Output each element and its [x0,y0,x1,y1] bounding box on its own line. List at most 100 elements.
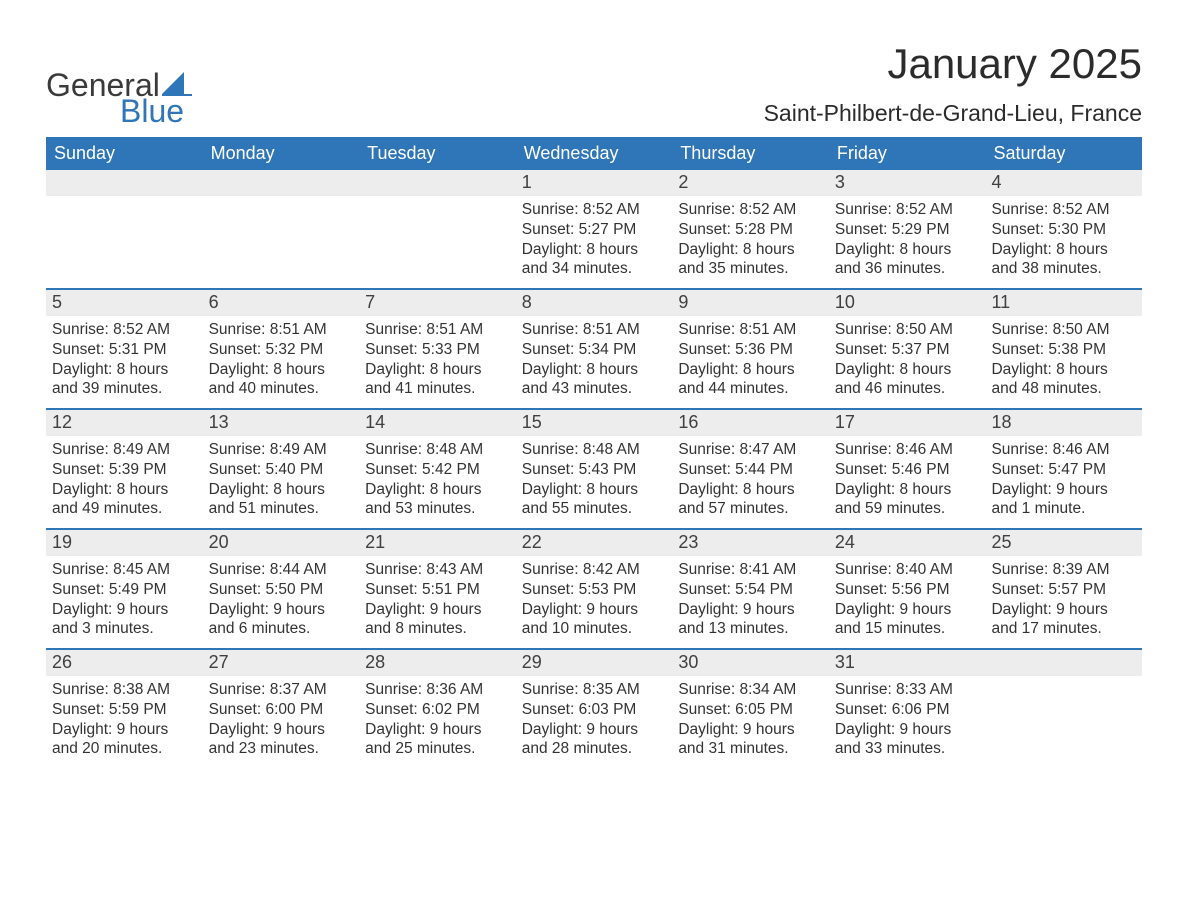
daylight-text-2: and 31 minutes. [678,739,823,759]
day-cell: 17Sunrise: 8:46 AMSunset: 5:46 PMDayligh… [829,410,986,528]
day-of-week-cell: Friday [829,137,986,170]
day-cell: 2Sunrise: 8:52 AMSunset: 5:28 PMDaylight… [672,170,829,288]
day-details: Sunrise: 8:44 AMSunset: 5:50 PMDaylight:… [203,556,360,647]
day-cell [985,650,1142,768]
daylight-text-1: Daylight: 8 hours [678,240,823,260]
day-number: 28 [359,650,516,676]
day-cell: 15Sunrise: 8:48 AMSunset: 5:43 PMDayligh… [516,410,673,528]
daylight-text-1: Daylight: 8 hours [835,240,980,260]
sunset-text: Sunset: 5:39 PM [52,460,197,480]
day-cell: 28Sunrise: 8:36 AMSunset: 6:02 PMDayligh… [359,650,516,768]
day-of-week-cell: Tuesday [359,137,516,170]
day-cell: 1Sunrise: 8:52 AMSunset: 5:27 PMDaylight… [516,170,673,288]
sunset-text: Sunset: 5:59 PM [52,700,197,720]
sunrise-text: Sunrise: 8:51 AM [678,320,823,340]
day-of-week-cell: Wednesday [516,137,673,170]
sunrise-text: Sunrise: 8:36 AM [365,680,510,700]
daylight-text-2: and 43 minutes. [522,379,667,399]
daylight-text-2: and 34 minutes. [522,259,667,279]
daylight-text-1: Daylight: 8 hours [835,360,980,380]
day-of-week-cell: Thursday [672,137,829,170]
day-cell: 7Sunrise: 8:51 AMSunset: 5:33 PMDaylight… [359,290,516,408]
daylight-text-2: and 57 minutes. [678,499,823,519]
day-cell [203,170,360,288]
day-number: 6 [203,290,360,316]
daylight-text-1: Daylight: 9 hours [835,720,980,740]
sunrise-text: Sunrise: 8:52 AM [52,320,197,340]
day-of-week-header: SundayMondayTuesdayWednesdayThursdayFrid… [46,137,1142,170]
daylight-text-1: Daylight: 9 hours [209,600,354,620]
day-number: 10 [829,290,986,316]
day-details: Sunrise: 8:43 AMSunset: 5:51 PMDaylight:… [359,556,516,647]
daylight-text-1: Daylight: 8 hours [991,360,1136,380]
daylight-text-1: Daylight: 8 hours [365,360,510,380]
day-cell: 22Sunrise: 8:42 AMSunset: 5:53 PMDayligh… [516,530,673,648]
day-number: 19 [46,530,203,556]
daylight-text-1: Daylight: 9 hours [52,720,197,740]
sunset-text: Sunset: 5:57 PM [991,580,1136,600]
day-cell: 23Sunrise: 8:41 AMSunset: 5:54 PMDayligh… [672,530,829,648]
sunrise-text: Sunrise: 8:51 AM [365,320,510,340]
day-details: Sunrise: 8:52 AMSunset: 5:28 PMDaylight:… [672,196,829,287]
daylight-text-1: Daylight: 8 hours [991,240,1136,260]
day-number: 26 [46,650,203,676]
daylight-text-2: and 39 minutes. [52,379,197,399]
day-number: 1 [516,170,673,196]
day-number: 24 [829,530,986,556]
sunrise-text: Sunrise: 8:51 AM [209,320,354,340]
day-details: Sunrise: 8:49 AMSunset: 5:40 PMDaylight:… [203,436,360,527]
day-cell: 3Sunrise: 8:52 AMSunset: 5:29 PMDaylight… [829,170,986,288]
day-number: 16 [672,410,829,436]
day-details: Sunrise: 8:51 AMSunset: 5:34 PMDaylight:… [516,316,673,407]
sunset-text: Sunset: 5:36 PM [678,340,823,360]
day-details: Sunrise: 8:48 AMSunset: 5:42 PMDaylight:… [359,436,516,527]
calendar: SundayMondayTuesdayWednesdayThursdayFrid… [46,137,1142,768]
daylight-text-2: and 46 minutes. [835,379,980,399]
day-cell: 13Sunrise: 8:49 AMSunset: 5:40 PMDayligh… [203,410,360,528]
day-cell: 21Sunrise: 8:43 AMSunset: 5:51 PMDayligh… [359,530,516,648]
sunrise-text: Sunrise: 8:39 AM [991,560,1136,580]
sunset-text: Sunset: 6:03 PM [522,700,667,720]
sunset-text: Sunset: 6:00 PM [209,700,354,720]
day-details: Sunrise: 8:49 AMSunset: 5:39 PMDaylight:… [46,436,203,527]
day-details: Sunrise: 8:52 AMSunset: 5:29 PMDaylight:… [829,196,986,287]
daylight-text-2: and 10 minutes. [522,619,667,639]
day-number: 8 [516,290,673,316]
day-cell: 31Sunrise: 8:33 AMSunset: 6:06 PMDayligh… [829,650,986,768]
day-number: 31 [829,650,986,676]
sunset-text: Sunset: 5:31 PM [52,340,197,360]
day-number: 2 [672,170,829,196]
day-number: 29 [516,650,673,676]
daylight-text-1: Daylight: 9 hours [365,720,510,740]
sunset-text: Sunset: 5:50 PM [209,580,354,600]
day-cell: 25Sunrise: 8:39 AMSunset: 5:57 PMDayligh… [985,530,1142,648]
sunset-text: Sunset: 5:54 PM [678,580,823,600]
daylight-text-2: and 53 minutes. [365,499,510,519]
day-number: 18 [985,410,1142,436]
day-cell: 4Sunrise: 8:52 AMSunset: 5:30 PMDaylight… [985,170,1142,288]
sunrise-text: Sunrise: 8:37 AM [209,680,354,700]
sunset-text: Sunset: 5:43 PM [522,460,667,480]
sunrise-text: Sunrise: 8:52 AM [522,200,667,220]
logo: General Blue [46,69,192,127]
daylight-text-1: Daylight: 8 hours [522,360,667,380]
week-row: 26Sunrise: 8:38 AMSunset: 5:59 PMDayligh… [46,648,1142,768]
daylight-text-2: and 17 minutes. [991,619,1136,639]
day-details: Sunrise: 8:52 AMSunset: 5:27 PMDaylight:… [516,196,673,287]
day-details: Sunrise: 8:42 AMSunset: 5:53 PMDaylight:… [516,556,673,647]
daylight-text-2: and 15 minutes. [835,619,980,639]
day-cell: 18Sunrise: 8:46 AMSunset: 5:47 PMDayligh… [985,410,1142,528]
empty-day-bar [46,170,203,196]
daylight-text-2: and 36 minutes. [835,259,980,279]
daylight-text-1: Daylight: 8 hours [678,360,823,380]
daylight-text-2: and 20 minutes. [52,739,197,759]
sunrise-text: Sunrise: 8:52 AM [835,200,980,220]
daylight-text-2: and 1 minute. [991,499,1136,519]
sunset-text: Sunset: 5:38 PM [991,340,1136,360]
day-cell: 26Sunrise: 8:38 AMSunset: 5:59 PMDayligh… [46,650,203,768]
day-cell: 24Sunrise: 8:40 AMSunset: 5:56 PMDayligh… [829,530,986,648]
daylight-text-2: and 23 minutes. [209,739,354,759]
day-cell: 29Sunrise: 8:35 AMSunset: 6:03 PMDayligh… [516,650,673,768]
day-cell: 27Sunrise: 8:37 AMSunset: 6:00 PMDayligh… [203,650,360,768]
day-cell: 30Sunrise: 8:34 AMSunset: 6:05 PMDayligh… [672,650,829,768]
